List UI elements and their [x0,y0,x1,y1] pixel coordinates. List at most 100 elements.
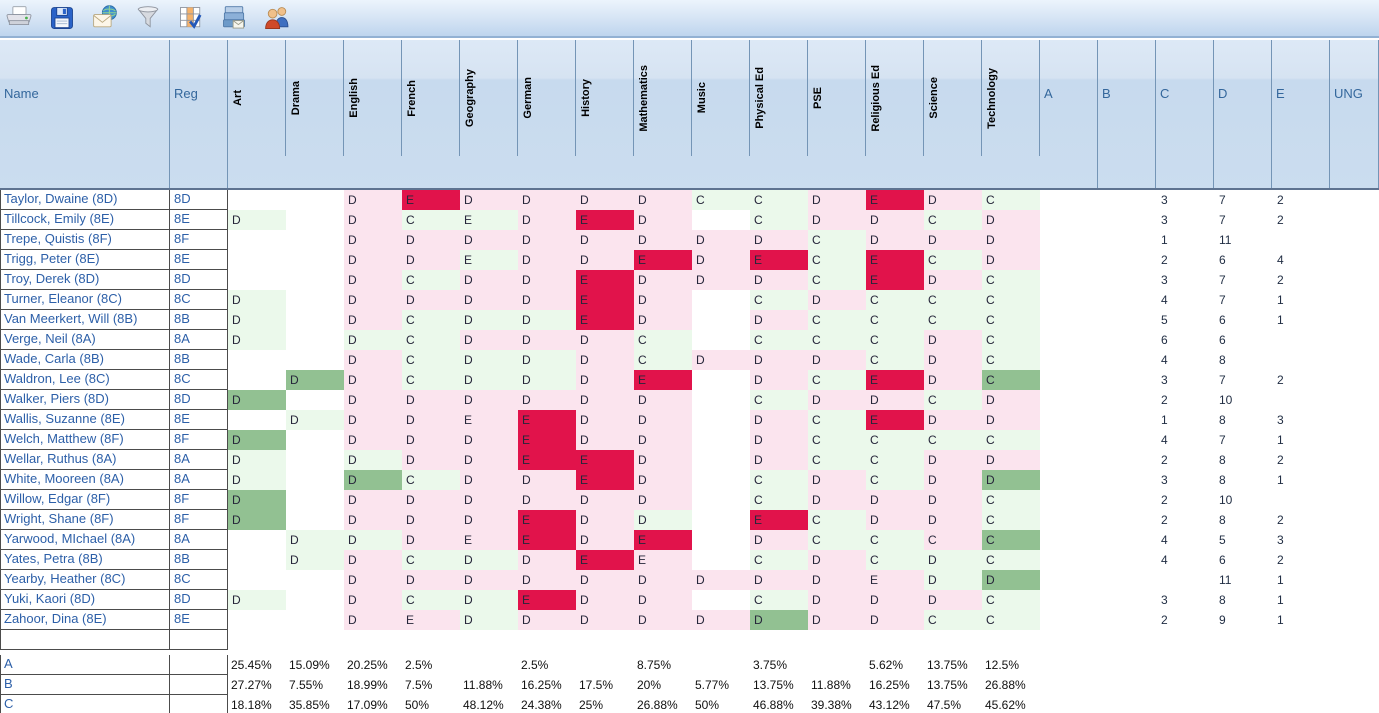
grade-cell-science[interactable]: C [924,390,982,410]
grade-cell-technology[interactable]: D [982,250,1040,270]
grade-cell-german[interactable]: D [518,370,576,390]
grade-cell-german[interactable]: D [518,270,576,290]
grade-cell-drama[interactable] [286,210,344,230]
grade-cell-german[interactable]: D [518,230,576,250]
grade-cell-pse[interactable]: D [808,350,866,370]
grade-cell-religious-ed[interactable]: E [866,570,924,590]
grade-cell-german[interactable]: E [518,530,576,550]
marksheet-grid-button[interactable] [175,2,211,34]
grade-cell-mathematics[interactable]: D [634,610,692,630]
grade-cell-english[interactable]: D [344,350,402,370]
grade-cell-german[interactable]: D [518,210,576,230]
grade-cell-drama[interactable]: D [286,550,344,570]
grade-cell-geography[interactable]: D [460,450,518,470]
grade-cell-religious-ed[interactable]: E [866,250,924,270]
grade-cell-technology[interactable]: C [982,610,1040,630]
grade-cell-science[interactable]: D [924,510,982,530]
grade-cell-history[interactable]: D [576,510,634,530]
grade-cell-mathematics[interactable]: D [634,570,692,590]
grade-cell-physical-ed[interactable]: D [750,570,808,590]
grade-cell-religious-ed[interactable]: D [866,390,924,410]
grade-cell-religious-ed[interactable]: D [866,210,924,230]
column-header-reg[interactable]: Reg [170,40,228,188]
grade-cell-technology[interactable]: D [982,470,1040,490]
grade-cell-science[interactable]: D [924,590,982,610]
grade-cell-science[interactable]: D [924,550,982,570]
grade-cell-art[interactable] [228,530,286,550]
grade-cell-english[interactable]: D [344,450,402,470]
grade-cell-drama[interactable] [286,190,344,210]
grade-cell-mathematics[interactable]: D [634,470,692,490]
grade-cell-mathematics[interactable]: D [634,510,692,530]
grade-cell-mathematics[interactable]: D [634,190,692,210]
grade-cell-drama[interactable] [286,350,344,370]
grade-cell-science[interactable]: C [924,610,982,630]
grade-cell-physical-ed[interactable]: D [750,370,808,390]
grade-cell-physical-ed[interactable]: D [750,430,808,450]
column-header-a[interactable]: A [1040,40,1098,188]
grade-cell-science[interactable]: D [924,570,982,590]
grade-cell-english[interactable]: D [344,490,402,510]
grade-cell-pse[interactable]: D [808,390,866,410]
grade-cell-science[interactable]: D [924,350,982,370]
grade-cell-history[interactable]: E [576,210,634,230]
grade-cell-history[interactable]: E [576,290,634,310]
grade-cell-geography[interactable]: E [460,530,518,550]
grade-cell-french[interactable]: C [402,210,460,230]
grade-cell-mathematics[interactable]: D [634,390,692,410]
grade-cell-geography[interactable]: D [460,330,518,350]
grade-cell-french[interactable]: D [402,250,460,270]
grade-cell-history[interactable]: D [576,430,634,450]
grade-cell-german[interactable]: D [518,290,576,310]
grade-cell-physical-ed[interactable]: D [750,350,808,370]
grade-cell-art[interactable]: D [228,290,286,310]
grade-cell-religious-ed[interactable]: E [866,190,924,210]
student-name-cell[interactable]: Trigg, Peter (8E) [0,250,170,270]
grade-cell-history[interactable]: E [576,310,634,330]
grade-cell-technology[interactable]: D [982,410,1040,430]
export-button[interactable] [218,2,254,34]
grade-cell-physical-ed[interactable]: C [750,550,808,570]
student-name-cell[interactable]: Tillcock, Emily (8E) [0,210,170,230]
grade-cell-english[interactable]: D [344,590,402,610]
grade-cell-art[interactable]: D [228,310,286,330]
column-header-e[interactable]: E [1272,40,1330,188]
grade-cell-religious-ed[interactable]: D [866,490,924,510]
grade-cell-technology[interactable]: D [982,450,1040,470]
grade-cell-german[interactable]: D [518,190,576,210]
grade-cell-physical-ed[interactable]: C [750,290,808,310]
grade-cell-music[interactable] [692,290,750,310]
grade-cell-drama[interactable] [286,450,344,470]
grade-cell-history[interactable]: D [576,570,634,590]
grade-cell-drama[interactable] [286,490,344,510]
grade-cell-french[interactable]: D [402,230,460,250]
grade-cell-history[interactable]: D [576,350,634,370]
grade-cell-german[interactable]: D [518,390,576,410]
grade-cell-drama[interactable]: D [286,370,344,390]
grade-cell-technology[interactable]: C [982,510,1040,530]
grade-cell-history[interactable]: E [576,450,634,470]
grade-cell-french[interactable]: D [402,450,460,470]
grade-cell-physical-ed[interactable]: E [750,510,808,530]
grade-cell-mathematics[interactable]: D [634,210,692,230]
grade-cell-drama[interactable] [286,570,344,590]
grade-cell-physical-ed[interactable]: C [750,470,808,490]
grade-cell-science[interactable]: C [924,530,982,550]
student-name-cell[interactable]: Yuki, Kaori (8D) [0,590,170,610]
grade-cell-art[interactable] [228,410,286,430]
grade-cell-drama[interactable]: D [286,410,344,430]
grade-cell-mathematics[interactable]: E [634,530,692,550]
grade-cell-english[interactable]: D [344,470,402,490]
grade-cell-history[interactable]: D [576,410,634,430]
grade-cell-art[interactable] [228,570,286,590]
grade-cell-drama[interactable] [286,390,344,410]
grade-cell-science[interactable]: D [924,330,982,350]
grade-cell-mathematics[interactable]: E [634,370,692,390]
grade-cell-science[interactable]: C [924,430,982,450]
grade-cell-drama[interactable] [286,430,344,450]
grade-cell-music[interactable]: D [692,350,750,370]
column-header-geography[interactable]: Geography [460,40,518,156]
grade-cell-french[interactable]: E [402,610,460,630]
grade-cell-art[interactable] [228,230,286,250]
column-header-b[interactable]: B [1098,40,1156,188]
